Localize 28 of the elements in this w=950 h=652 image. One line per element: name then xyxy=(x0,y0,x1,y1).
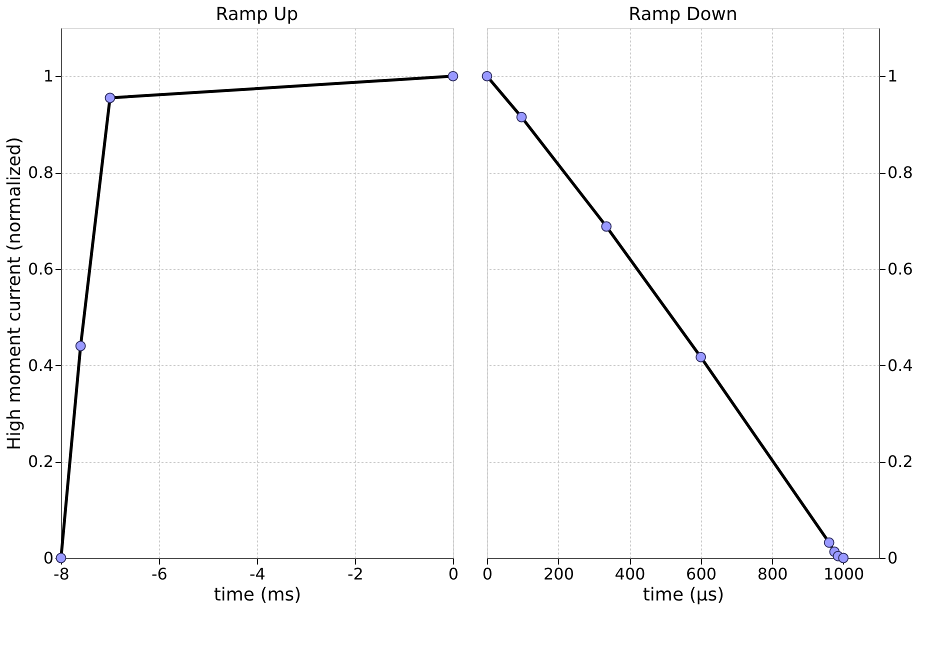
x-tick-label: 800 xyxy=(757,564,788,584)
y2-tick-label: 0.2 xyxy=(888,452,913,472)
y2-tick-label: 0 xyxy=(888,548,898,568)
y-tick-label: 0 xyxy=(43,548,54,568)
y2-tick-label: 0.8 xyxy=(888,163,913,182)
x-axis-title: time (µs) xyxy=(642,584,724,606)
y2-tick-label: 0.4 xyxy=(888,356,913,375)
x-tick-label: 200 xyxy=(544,564,574,584)
y2-tick-label: 0.6 xyxy=(888,259,913,278)
chart-title: Ramp Up xyxy=(216,4,298,25)
chart-title: Ramp Down xyxy=(628,4,738,25)
x-axis-title: time (ms) xyxy=(214,584,302,606)
x-tick-label: -2 xyxy=(348,564,364,584)
x-tick-label: 400 xyxy=(614,564,646,584)
x-tick-label: -4 xyxy=(250,564,266,584)
y-tick-label: 0.4 xyxy=(28,356,54,375)
y-tick-label: 0.8 xyxy=(28,163,54,182)
x-tick-label: 600 xyxy=(686,564,717,584)
y2-tick-label: 1 xyxy=(888,66,898,86)
x-tick-label: 1000 xyxy=(824,564,864,584)
x-tick-label: -8 xyxy=(54,564,70,584)
x-tick-label: 0 xyxy=(448,564,459,584)
x-tick-label: -6 xyxy=(152,564,168,584)
y-tick-label: 0.6 xyxy=(28,259,54,278)
y-tick-label: 0.2 xyxy=(28,452,54,472)
y-axis-title: High moment current (normalized) xyxy=(4,136,26,450)
x-tick-label: 0 xyxy=(482,564,493,584)
y-tick-label: 1 xyxy=(43,66,54,86)
